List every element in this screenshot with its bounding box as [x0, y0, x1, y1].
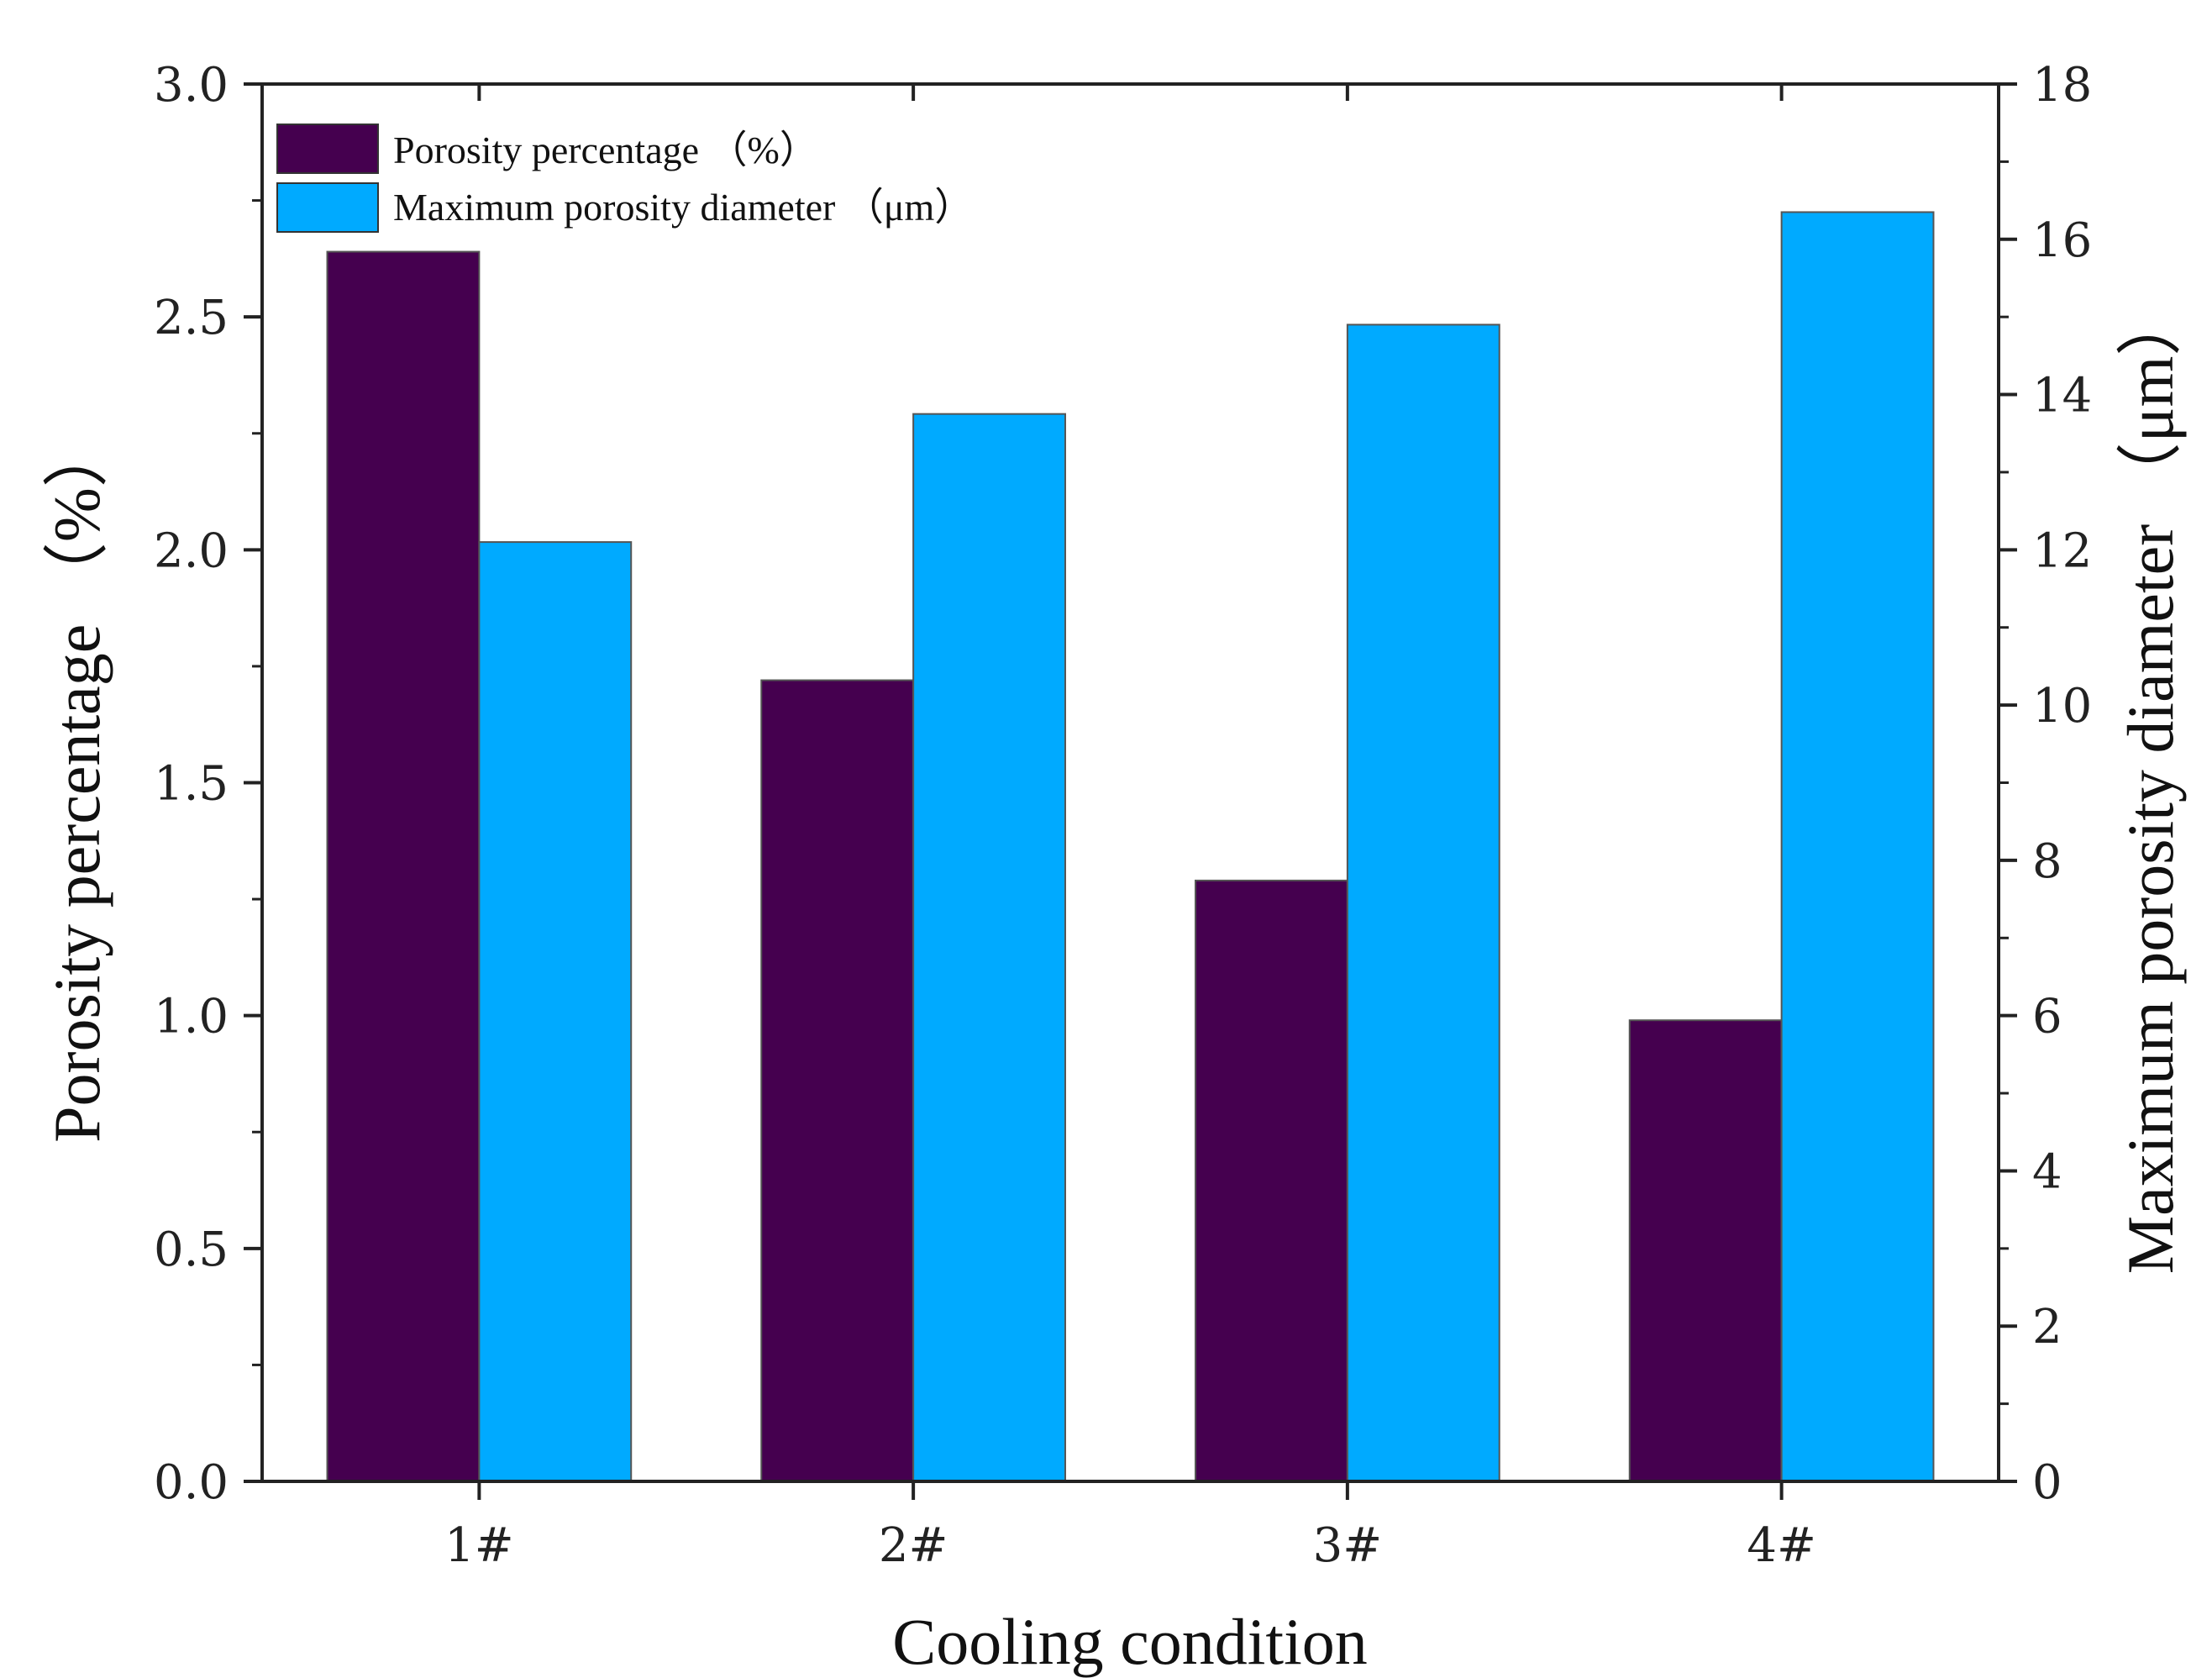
y-left-tick-label: 1.0 — [154, 990, 229, 1044]
y-left-tick-label: 2.0 — [154, 523, 229, 578]
y-right-tick-label: 10 — [2032, 679, 2092, 734]
y-left-axis-title: Porosity percentage （%） — [40, 422, 113, 1143]
y-right-tick-label: 8 — [2032, 834, 2062, 889]
y-right-tick-label: 2 — [2032, 1300, 2062, 1354]
y-left-tick-label: 2.5 — [154, 291, 229, 345]
bar-maximum-porosity-diameter-4 — [1780, 211, 1935, 1483]
bar-maximum-porosity-diameter-1 — [478, 541, 633, 1482]
x-tick-label: 4# — [1747, 1518, 1816, 1573]
legend-label-maximum-porosity-diameter: Maximum porosity diameter （μm） — [393, 186, 973, 229]
bar-porosity-percentage-3 — [1195, 879, 1348, 1483]
y-right-axis-title: Maximum porosity diameter （μm） — [2114, 291, 2187, 1275]
y-left-tick-label: 0.5 — [154, 1223, 229, 1277]
y-right-tick-label: 16 — [2032, 213, 2092, 268]
labels-layer: 1# 2# 3# 4# 0.0 0.5 1.0 1.5 2.0 2.5 3.0 0 2 4 6 8 10 12 14… — [154, 58, 2092, 1573]
x-tick-label: 1# — [444, 1518, 514, 1573]
legend-swatch-maximum-porosity-diameter — [276, 182, 379, 233]
y-right-tick-label: 14 — [2032, 369, 2092, 423]
legend-swatch-porosity-percentage — [276, 124, 379, 174]
bar-maximum-porosity-diameter-2 — [912, 413, 1066, 1482]
y-left-tick-label: 1.5 — [154, 757, 229, 812]
x-tick-label: 3# — [1313, 1518, 1383, 1573]
y-right-tick-label: 12 — [2032, 523, 2092, 578]
bar-porosity-percentage-1 — [326, 250, 481, 1482]
y-right-tick-label: 0 — [2032, 1455, 2062, 1510]
legend: Porosity percentage （%） Maximum porosity… — [276, 124, 973, 233]
y-right-tick-label: 18 — [2032, 58, 2092, 113]
x-axis-title: Cooling condition — [892, 1605, 1368, 1678]
legend-label-porosity-percentage: Porosity percentage （%） — [393, 129, 818, 171]
y-right-tick-label: 4 — [2032, 1144, 2062, 1199]
bar-porosity-percentage-4 — [1628, 1019, 1783, 1482]
y-right-tick-label: 6 — [2032, 990, 2062, 1044]
x-tick-label: 2# — [879, 1518, 948, 1573]
bar-porosity-percentage-2 — [760, 679, 915, 1482]
bar-maximum-porosity-diameter-3 — [1346, 324, 1500, 1483]
plot-frame — [260, 82, 2000, 1483]
bars-layer — [326, 211, 1935, 1483]
y-left-tick-label: 3.0 — [154, 58, 229, 113]
y-left-tick-label: 0.0 — [154, 1455, 229, 1510]
